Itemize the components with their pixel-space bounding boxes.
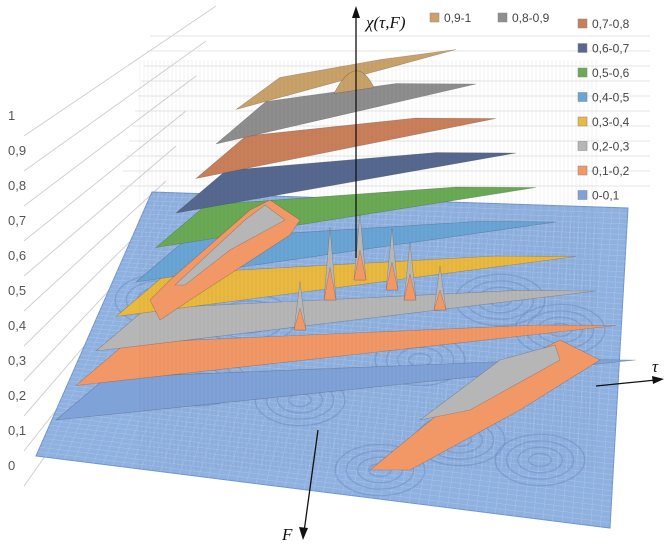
floor-mesh-line	[53, 416, 613, 481]
legend-swatch	[577, 67, 588, 78]
floor-mesh-line	[49, 424, 613, 491]
x-axis-arrowhead	[652, 376, 664, 384]
legend-swatch	[577, 18, 588, 29]
legend-swatch	[577, 116, 588, 127]
z-tick-label: 0,4	[8, 318, 26, 333]
legend-label: 0,7-0,8	[592, 17, 630, 31]
gridline	[23, 180, 167, 312]
surface-spike	[323, 267, 337, 301]
surface-band	[75, 324, 617, 386]
gridline	[23, 40, 207, 172]
side-ridge-right-band	[419, 344, 561, 421]
z-tick-label: 0,9	[8, 143, 26, 158]
gridline	[23, 5, 217, 137]
legend-label: 0,4-0,5	[592, 91, 630, 105]
floor-mesh-line	[600, 207, 621, 527]
z-tick-label: 0,6	[8, 248, 26, 263]
floor-ripple	[516, 446, 564, 474]
floor-mesh-line	[55, 411, 614, 475]
z-tick-label: 0,3	[8, 353, 26, 368]
legend-swatch	[577, 141, 588, 151]
floor-mesh-line	[41, 442, 611, 513]
surface-band	[215, 83, 477, 145]
z-tick-label: 0,5	[8, 283, 26, 298]
z-tick-label: 0,7	[8, 213, 26, 228]
floor-mesh-line	[590, 207, 613, 526]
surface-bands	[55, 49, 637, 471]
legend-swatch	[429, 12, 440, 23]
floor-ripple	[505, 440, 575, 480]
floor-mesh-line	[39, 446, 611, 518]
side-ridge-left-band	[174, 204, 286, 286]
legend-swatch	[577, 190, 588, 200]
surface-spike	[403, 274, 417, 301]
surface-spike	[433, 289, 447, 311]
legend-label: 0,5-0,6	[592, 66, 630, 80]
gridline	[23, 145, 177, 277]
floor-mesh-line	[45, 433, 612, 502]
legend-swatch	[497, 12, 508, 23]
legend-label: 0,1-0,2	[592, 164, 630, 178]
surface-spike	[293, 307, 307, 331]
x-axis-label: τ	[652, 357, 659, 376]
floor-mesh-line	[581, 207, 605, 525]
surface-peak	[333, 70, 375, 94]
floor-ripple	[528, 452, 552, 468]
surface-spike	[385, 262, 399, 291]
floor-ripple	[345, 450, 415, 490]
surface-spike	[353, 250, 367, 281]
legend-label: 0,2-0,3	[592, 140, 630, 154]
z-tick-label: 1	[8, 108, 15, 123]
surface-band	[95, 290, 597, 352]
z-tick-label: 0,8	[8, 178, 26, 193]
floor-mesh-line	[43, 438, 612, 507]
legend-label: 0,3-0,4	[592, 115, 630, 129]
legend-label: 0,9-1	[444, 11, 472, 25]
legend-label: 0-0,1	[592, 189, 620, 203]
surface-band	[174, 152, 517, 214]
axes	[299, 6, 664, 540]
z-tick-label: 0,1	[8, 423, 26, 438]
legend-label: 0,8-0,9	[512, 11, 550, 25]
gridline	[23, 110, 187, 242]
legend-swatch	[577, 92, 588, 102]
y-axis-arrowhead	[299, 527, 308, 540]
legend: 0,9-1 0,8-0,9 0,7-0,8 0,6-0,7 0,5-0,6 0,4-0,5…	[429, 11, 630, 203]
gridline	[23, 75, 197, 207]
z-axis-arrowhead	[352, 6, 360, 18]
z-tick-label: 0,2	[8, 388, 26, 403]
z-axis-label: χ(τ,F)	[364, 13, 406, 32]
legend-swatch	[577, 165, 588, 176]
legend-label: 0,6-0,7	[592, 42, 630, 56]
legend-swatch	[577, 43, 588, 53]
floor-mesh-line	[37, 451, 611, 523]
x-axis-line	[595, 379, 657, 387]
floor-mesh-line	[47, 429, 612, 497]
y-axis-label: F	[281, 525, 293, 544]
z-tick-labels: 0 0,1 0,2 0,3 0,4 0,5 0,6 0,7 0,8 0,9 1	[8, 108, 26, 473]
z-tick-label: 0	[8, 458, 15, 473]
surface-band	[194, 117, 497, 180]
floor-ripple	[334, 443, 426, 497]
y-axis-line	[303, 429, 319, 533]
floor-ripple	[494, 433, 586, 487]
